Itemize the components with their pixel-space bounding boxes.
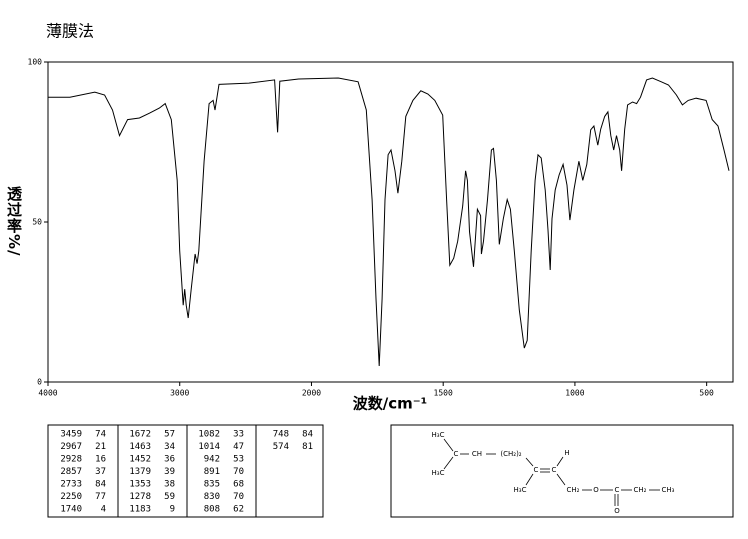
x-tick-label: 4000 <box>38 389 57 398</box>
peak-wavenumber: 1740 <box>60 505 82 515</box>
peak-transmittance: 57 <box>164 430 175 440</box>
peak-wavenumber: 808 <box>204 505 220 515</box>
peak-transmittance: 33 <box>233 430 244 440</box>
x-tick-label: 2000 <box>302 389 321 398</box>
peak-wavenumber: 748 <box>273 430 289 440</box>
spectrum-line <box>48 77 730 367</box>
peak-wavenumber: 574 <box>273 442 289 452</box>
peak-wavenumber: 830 <box>204 492 220 502</box>
peak-transmittance: 70 <box>233 467 244 477</box>
peak-wavenumber: 2928 <box>60 455 82 465</box>
x-tick-label: 1000 <box>565 389 584 398</box>
structure-label: C <box>615 486 620 494</box>
structure-bonds <box>443 438 660 506</box>
peak-transmittance: 84 <box>95 480 106 490</box>
peak-transmittance: 62 <box>233 505 244 515</box>
peak-transmittance: 70 <box>233 492 244 502</box>
peak-wavenumber: 1452 <box>129 455 151 465</box>
peak-wavenumber: 3459 <box>60 430 82 440</box>
peak-wavenumber: 835 <box>204 480 220 490</box>
peak-wavenumber: 2250 <box>60 492 82 502</box>
x-tick-label: 3000 <box>170 389 189 398</box>
peak-transmittance: 38 <box>164 480 175 490</box>
structure-label: CH₂ <box>634 486 647 494</box>
peak-transmittance: 34 <box>164 442 175 452</box>
structure-frame <box>390 424 734 518</box>
structure-label: C <box>454 450 459 458</box>
peak-transmittance: 53 <box>233 455 244 465</box>
peak-wavenumber: 1082 <box>198 430 220 440</box>
peak-transmittance: 77 <box>95 492 106 502</box>
peak-transmittance: 39 <box>164 467 175 477</box>
x-axis-label: 波数/cm⁻¹ <box>353 395 428 413</box>
structure-label: CH₂ <box>567 486 580 494</box>
structure-label: C <box>552 466 557 474</box>
peak-transmittance: 68 <box>233 480 244 490</box>
y-tick-label: 50 <box>32 218 42 227</box>
peak-transmittance: 9 <box>170 505 175 515</box>
peak-wavenumber: 2967 <box>60 442 82 452</box>
peak-wavenumber: 2857 <box>60 467 82 477</box>
structure-label: O <box>593 486 599 494</box>
peak-transmittance: 4 <box>101 505 106 515</box>
structure-label: CH₃ <box>662 486 675 494</box>
chart-title: 薄膜法 <box>46 22 94 41</box>
peak-wavenumber: 1379 <box>129 467 151 477</box>
structure-label: H₃C <box>514 486 527 494</box>
peak-transmittance: 36 <box>164 455 175 465</box>
y-tick-label: 100 <box>28 58 43 67</box>
table-frame <box>47 424 324 518</box>
peak-transmittance: 84 <box>302 430 313 440</box>
peak-wavenumber: 1278 <box>129 492 151 502</box>
peak-transmittance: 37 <box>95 467 106 477</box>
structure-label: CH <box>472 450 482 458</box>
x-tick-label: 1500 <box>434 389 453 398</box>
y-tick-label: 0 <box>37 378 42 387</box>
peak-wavenumber: 1353 <box>129 480 151 490</box>
structure-label: (CH₂)₂ <box>500 450 521 458</box>
peak-transmittance: 74 <box>95 430 106 440</box>
peak-wavenumber: 942 <box>204 455 220 465</box>
structure-label: H <box>564 449 569 457</box>
peak-wavenumber: 1463 <box>129 442 151 452</box>
peak-transmittance: 16 <box>95 455 106 465</box>
peak-transmittance: 21 <box>95 442 106 452</box>
peak-wavenumber: 2733 <box>60 480 82 490</box>
peak-wavenumber: 1183 <box>129 505 151 515</box>
structure-label: H₃C <box>432 431 445 439</box>
structure-label: C <box>534 466 539 474</box>
peak-wavenumber: 1014 <box>198 442 220 452</box>
structure-label: H₃C <box>432 469 445 477</box>
peak-wavenumber: 1672 <box>129 430 151 440</box>
peak-transmittance: 59 <box>164 492 175 502</box>
plot-frame <box>47 61 734 383</box>
peak-transmittance: 47 <box>233 442 244 452</box>
peak-transmittance: 81 <box>302 442 313 452</box>
y-axis-label: 透过率%/ <box>5 186 23 257</box>
peak-wavenumber: 891 <box>204 467 220 477</box>
x-tick-label: 500 <box>699 389 714 398</box>
structure-label: O <box>614 507 620 515</box>
